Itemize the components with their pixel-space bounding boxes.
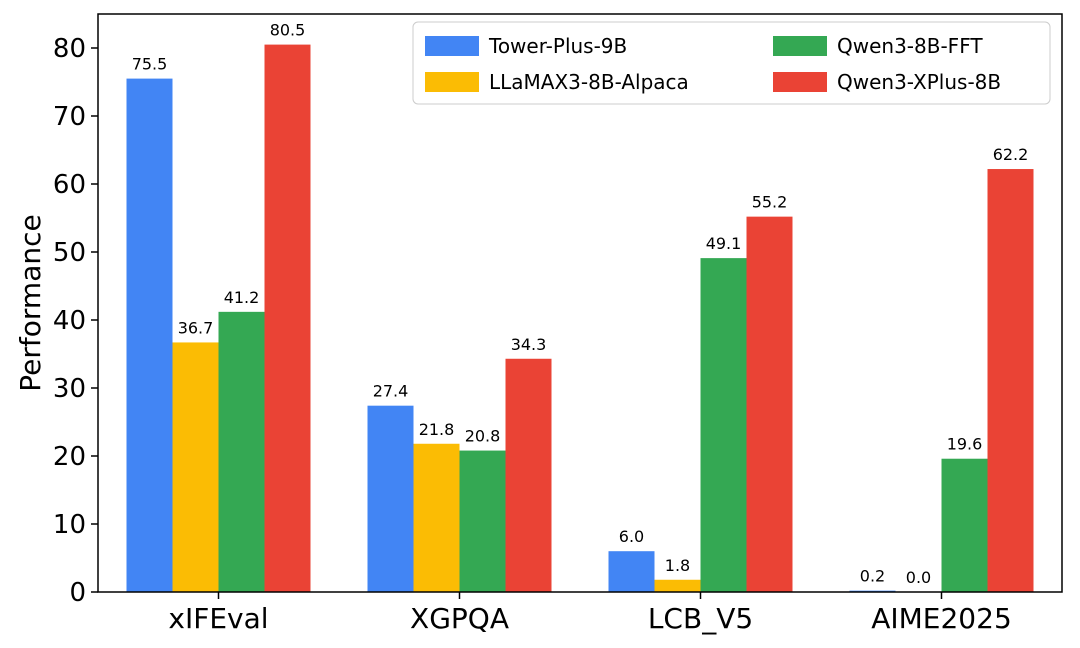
plot-frame <box>97 13 1063 593</box>
data-label: 34.3 <box>511 335 547 354</box>
x-tick-label: xIFEval <box>168 602 268 635</box>
data-label: 41.2 <box>224 288 260 307</box>
bar-qwen3-xplus-8b-aime2025 <box>987 169 1034 593</box>
legend-label: Tower-Plus-9B <box>488 34 627 58</box>
legend-swatch <box>425 72 479 92</box>
y-tick-label: 80 <box>53 34 86 64</box>
y-tick-label: 70 <box>53 102 86 132</box>
data-label: 55.2 <box>752 193 788 212</box>
data-label: 6.0 <box>619 527 644 546</box>
bar-tower-plus-9b-xgpqa <box>367 405 414 592</box>
legend-swatch <box>773 72 827 92</box>
data-label: 49.1 <box>706 234 742 253</box>
bar-qwen3-8b-fft-aime2025 <box>941 458 988 592</box>
bar-qwen3-8b-fft-lcb-v5 <box>700 258 747 592</box>
y-tick-label: 40 <box>53 306 86 336</box>
legend-label: LLaMAX3-8B-Alpaca <box>489 70 689 94</box>
data-labels-layer: 75.5 36.7 41.2 80.5 27.4 21.8 20.8 34.3 6.0 1.8 49… <box>132 21 1029 587</box>
y-tick-label: 0 <box>69 578 86 608</box>
data-label: 19.6 <box>947 435 983 454</box>
y-tick-label: 10 <box>53 510 86 540</box>
data-label: 20.8 <box>465 427 501 446</box>
legend: Tower-Plus-9B LLaMAX3-8B-Alpaca Qwen3-8B-F… <box>412 21 1051 105</box>
data-label: 80.5 <box>270 21 306 40</box>
data-label: 62.2 <box>993 145 1029 164</box>
x-tick-label: LCB_V5 <box>648 602 753 635</box>
bar-tower-plus-9b-lcb-v5 <box>608 551 655 592</box>
legend-swatch <box>425 36 479 56</box>
legend-box <box>412 21 1051 105</box>
legend-label: Qwen3-8B-FFT <box>837 34 983 58</box>
bar-tower-plus-9b-xifeval <box>126 78 173 593</box>
bar-qwen3-xplus-8b-lcb-v5 <box>746 216 793 592</box>
legend-swatch <box>773 36 827 56</box>
bar-llamax3-8b-alpaca-xgpqa <box>413 443 460 592</box>
y-axis-label: Performance <box>14 214 47 391</box>
y-tick-label: 50 <box>53 238 86 268</box>
data-label: 21.8 <box>419 420 455 439</box>
data-label: 0.0 <box>906 568 931 587</box>
axes-layer: 0 10 20 30 40 50 60 70 80 xIFEval XGPQA LCB_V5 AIME2… <box>53 13 1063 635</box>
bar-qwen3-xplus-8b-xgpqa <box>505 358 552 592</box>
bar-llamax3-8b-alpaca-xifeval <box>172 342 219 592</box>
y-tick-label: 30 <box>53 374 86 404</box>
bar-qwen3-xplus-8b-xifeval <box>264 44 311 593</box>
bar-llamax3-8b-alpaca-lcb-v5 <box>654 579 701 592</box>
data-label: 75.5 <box>132 55 168 74</box>
bars-layer <box>126 44 1034 593</box>
x-tick-label: XGPQA <box>410 602 509 635</box>
data-label: 0.2 <box>860 567 885 586</box>
data-label: 1.8 <box>665 556 690 575</box>
data-label: 36.7 <box>178 318 214 337</box>
y-tick-label: 60 <box>53 170 86 200</box>
data-label: 27.4 <box>373 382 409 401</box>
bar-qwen3-8b-fft-xifeval <box>218 311 265 592</box>
y-tick-label: 20 <box>53 442 86 472</box>
x-tick-label: AIME2025 <box>871 602 1012 635</box>
bar-qwen3-8b-fft-xgpqa <box>459 450 506 592</box>
legend-label: Qwen3-XPlus-8B <box>837 70 1001 94</box>
